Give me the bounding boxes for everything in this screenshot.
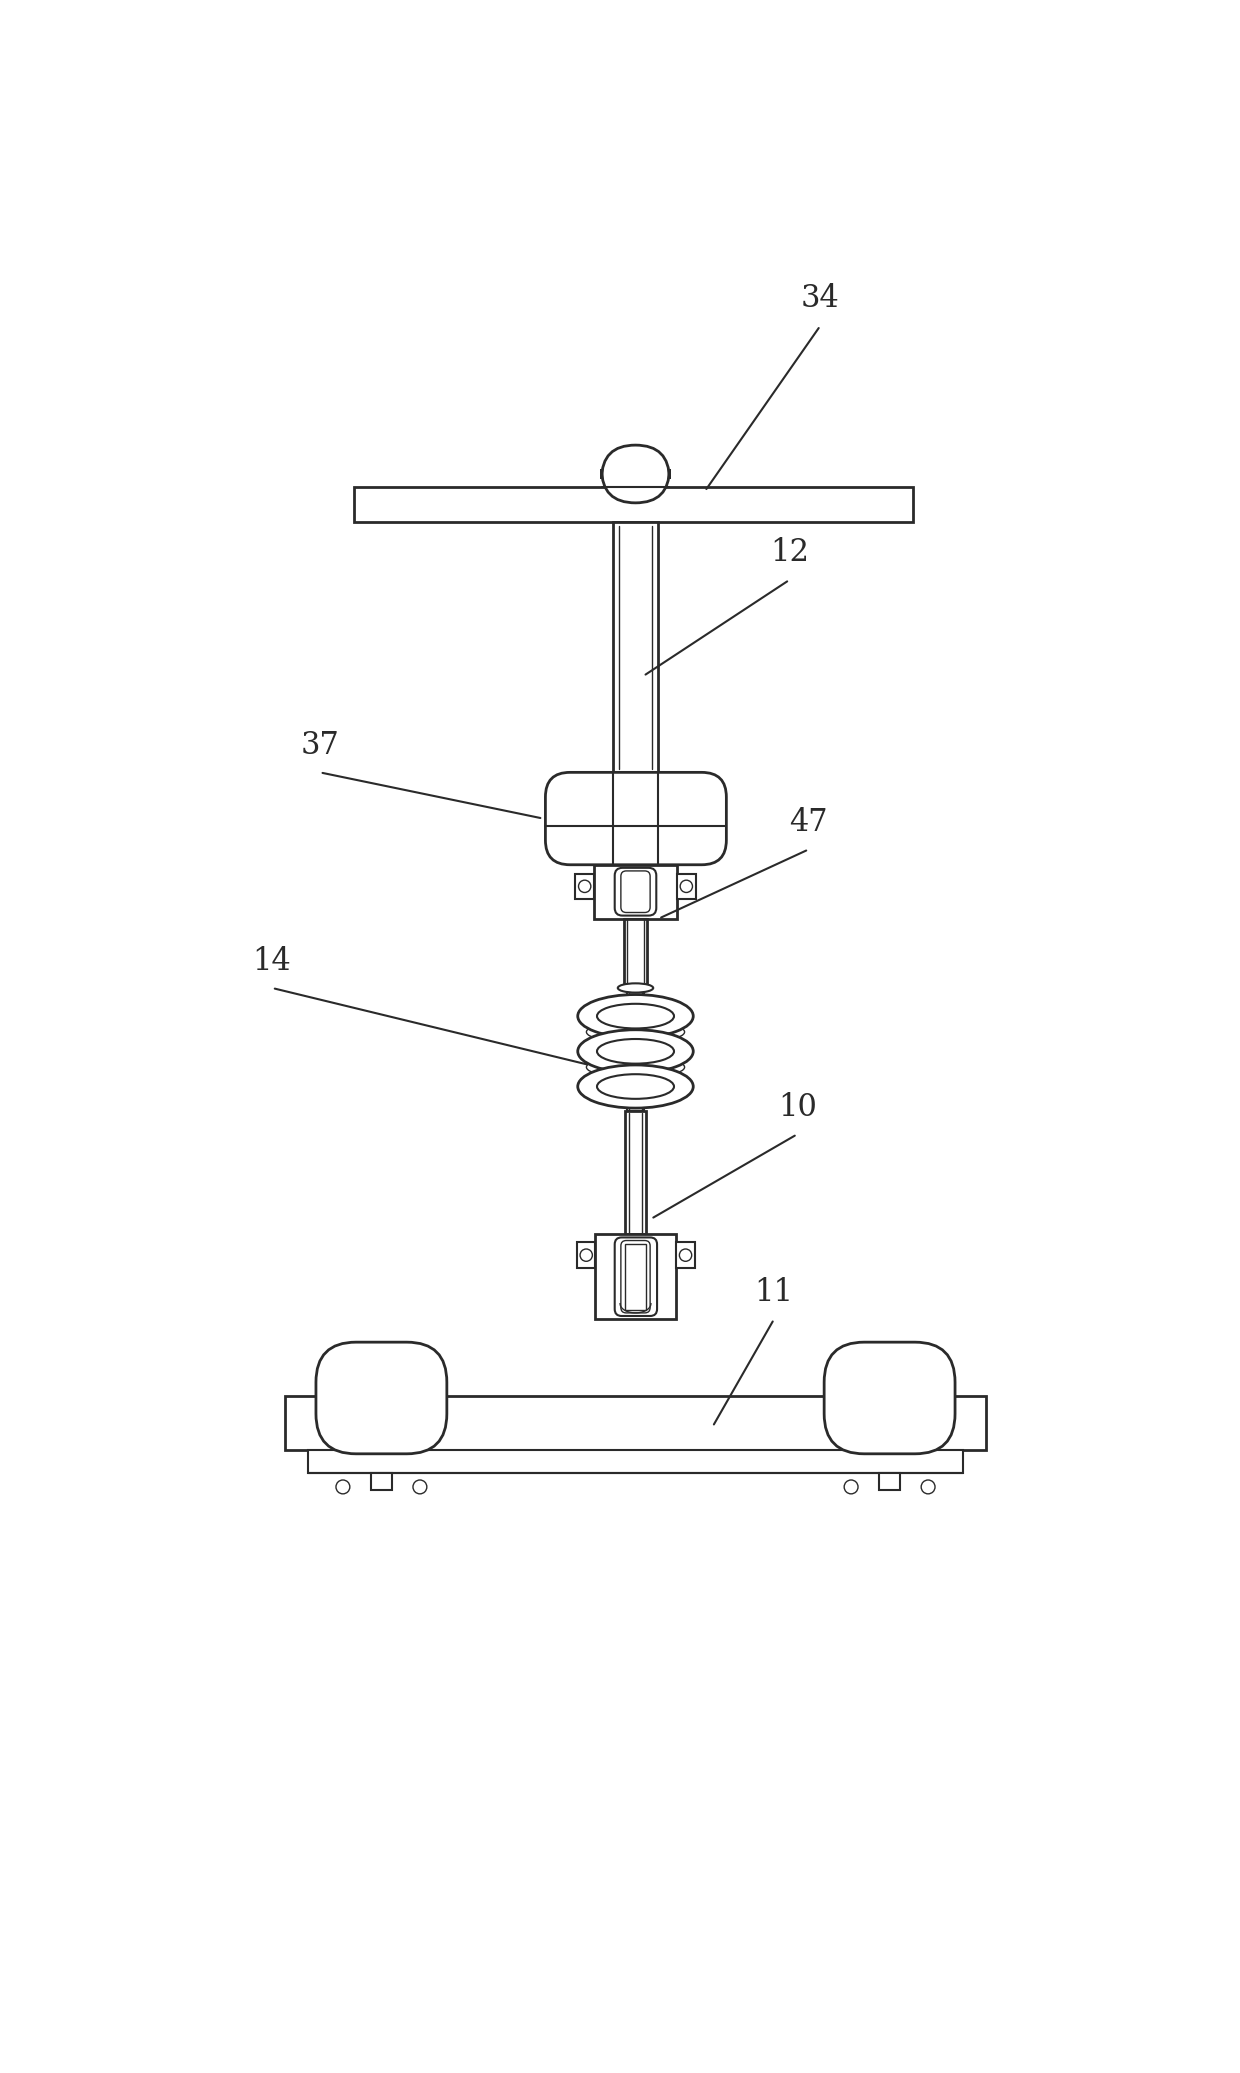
FancyBboxPatch shape: [316, 1341, 446, 1453]
FancyBboxPatch shape: [601, 446, 670, 504]
Ellipse shape: [587, 1057, 684, 1078]
Bar: [371, 1474, 392, 1490]
Bar: [625, 1244, 646, 1310]
Circle shape: [336, 1480, 350, 1495]
Ellipse shape: [596, 1074, 675, 1099]
Bar: [624, 918, 647, 989]
Circle shape: [580, 1250, 593, 1260]
Circle shape: [680, 1250, 692, 1260]
Bar: [625, 1111, 646, 1233]
Ellipse shape: [596, 1039, 675, 1063]
Circle shape: [579, 881, 590, 893]
Text: 10: 10: [777, 1092, 817, 1124]
Ellipse shape: [578, 1030, 693, 1074]
Circle shape: [844, 1480, 858, 1495]
Ellipse shape: [587, 1022, 684, 1043]
FancyBboxPatch shape: [621, 871, 650, 912]
Bar: [577, 1242, 595, 1269]
FancyBboxPatch shape: [825, 1341, 955, 1453]
Text: 47: 47: [790, 806, 828, 837]
FancyBboxPatch shape: [615, 869, 656, 916]
Bar: [285, 1395, 986, 1449]
Ellipse shape: [578, 995, 693, 1039]
Circle shape: [681, 881, 692, 893]
Ellipse shape: [578, 1066, 693, 1109]
Bar: [627, 989, 644, 1111]
Circle shape: [921, 1480, 935, 1495]
FancyBboxPatch shape: [615, 1238, 657, 1316]
Text: 11: 11: [755, 1277, 794, 1308]
Bar: [355, 487, 913, 522]
Bar: [309, 1449, 962, 1474]
Bar: [595, 1233, 676, 1318]
FancyBboxPatch shape: [621, 1240, 650, 1312]
Text: 37: 37: [300, 730, 340, 761]
Bar: [594, 864, 677, 918]
Bar: [575, 875, 594, 898]
Bar: [613, 522, 658, 773]
Text: 12: 12: [770, 537, 808, 568]
Ellipse shape: [618, 983, 653, 993]
Text: 14: 14: [253, 945, 291, 976]
Bar: [676, 1242, 694, 1269]
Ellipse shape: [596, 1003, 675, 1028]
Bar: [677, 875, 696, 898]
Text: 34: 34: [801, 284, 839, 315]
Bar: [879, 1474, 900, 1490]
FancyBboxPatch shape: [546, 773, 727, 864]
Circle shape: [413, 1480, 427, 1495]
